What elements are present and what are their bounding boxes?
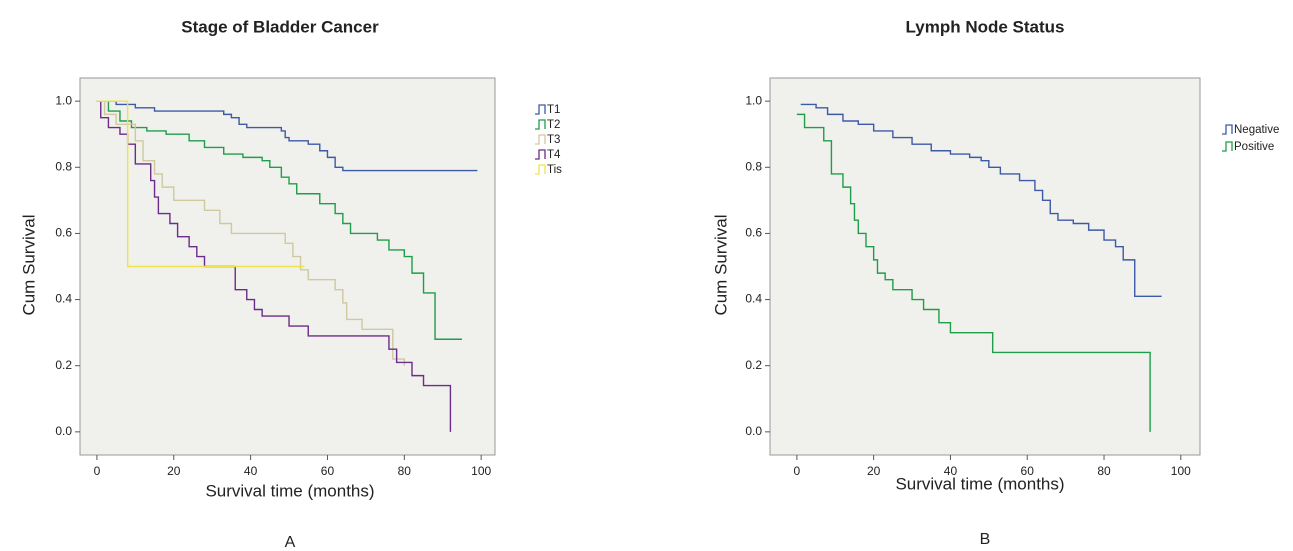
legend-label: Negative (1234, 124, 1279, 136)
legend-swatch (535, 149, 546, 160)
y-tick-label: 0.4 (55, 292, 72, 306)
survival-curve (108, 100, 478, 172)
y-tick-label: 0.2 (745, 358, 762, 372)
legend-swatch (1222, 141, 1233, 152)
legend-label: T1 (547, 104, 560, 116)
x-tick-label: 20 (867, 464, 881, 478)
x-tick-label: 0 (94, 464, 101, 478)
legend-swatch (535, 134, 546, 145)
y-tick-label: 0.6 (55, 226, 72, 240)
legend-label: T4 (547, 149, 561, 161)
x-tick-label: 80 (1097, 464, 1111, 478)
x-tick-label: 60 (321, 464, 335, 478)
survival-curve (796, 113, 1151, 432)
x-tick-label: 100 (1171, 464, 1191, 478)
legend-swatch (1222, 124, 1233, 135)
legend-label: Tis (547, 164, 562, 176)
y-tick-label: 0.8 (55, 159, 72, 173)
y-axis-label: Cum Survival (19, 214, 38, 315)
y-tick-label: 0.4 (745, 292, 762, 306)
legend-label: Positive (1234, 141, 1274, 153)
x-tick-label: 20 (167, 464, 181, 478)
x-tick-label: 80 (398, 464, 412, 478)
plot-area (769, 77, 1201, 456)
chart-title: Stage of Bladder Cancer (181, 17, 379, 36)
x-axis-label: Survival time (months) (895, 474, 1064, 493)
survival-curve (800, 103, 1162, 297)
x-tick-label: 0 (794, 464, 801, 478)
legend-swatch (535, 164, 546, 175)
chart-title: Lymph Node Status (906, 17, 1065, 36)
x-tick-label: 60 (1021, 464, 1035, 478)
legend-label: T3 (547, 134, 560, 146)
legend-swatch (535, 119, 546, 130)
y-tick-label: 0.2 (55, 358, 72, 372)
survival-curve (96, 100, 406, 366)
y-tick-label: 0.6 (745, 226, 762, 240)
survival-curve (96, 100, 305, 268)
legend-swatch (535, 104, 546, 115)
panel-caption: B (980, 531, 991, 548)
y-tick-label: 0.8 (745, 159, 762, 173)
y-tick-label: 0.0 (745, 424, 762, 438)
panel-caption: A (285, 534, 296, 551)
y-tick-label: 1.0 (745, 93, 762, 107)
x-axis-label: Survival time (months) (205, 481, 374, 500)
y-tick-label: 1.0 (55, 93, 72, 107)
x-tick-label: 100 (471, 464, 491, 478)
y-axis-label: Cum Survival (711, 214, 730, 315)
survival-curve (96, 100, 462, 340)
x-tick-label: 40 (244, 464, 258, 478)
x-tick-label: 40 (944, 464, 958, 478)
y-tick-label: 0.0 (55, 424, 72, 438)
legend-label: T2 (547, 119, 560, 131)
